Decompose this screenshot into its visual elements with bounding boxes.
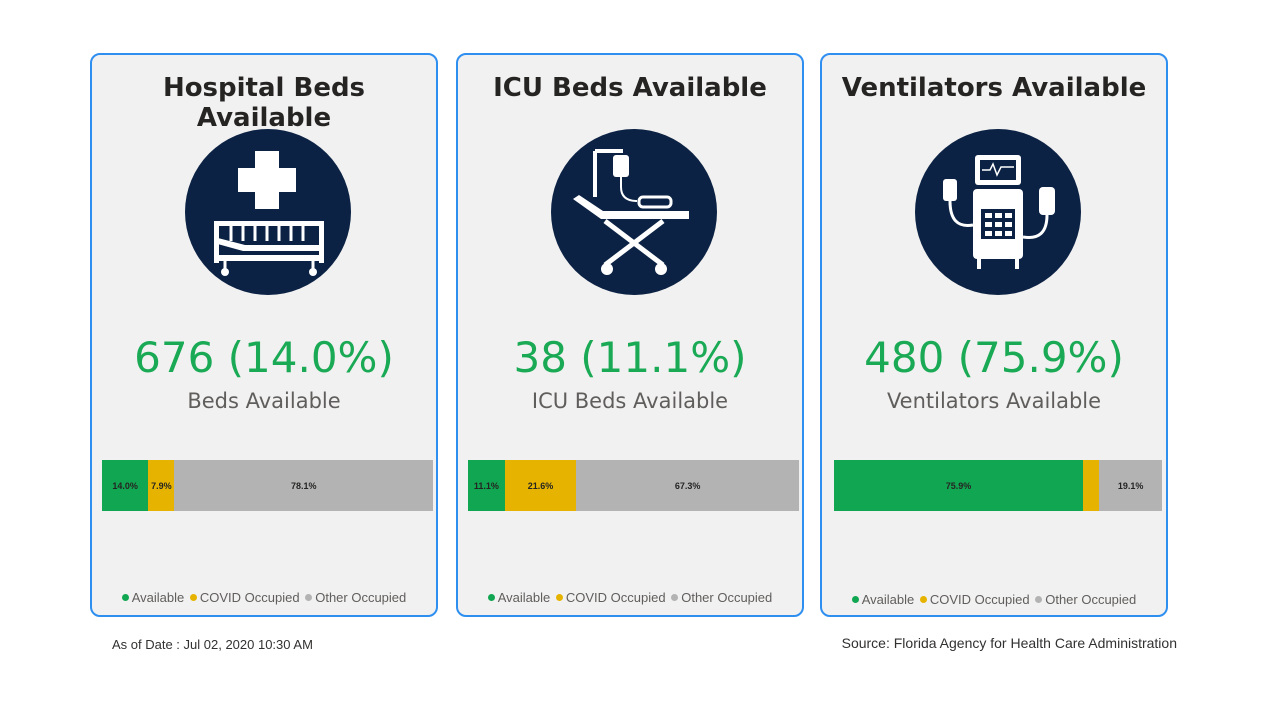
bar-segment-available: 14.0%	[102, 460, 149, 511]
bar-segment-available: 75.9%	[834, 460, 1083, 511]
source-text: Source: Florida Agency for Health Care A…	[841, 635, 1177, 651]
other-dot-icon	[1035, 596, 1043, 604]
card-hospital-beds: Hospital Beds Available 676 (14.0%) Beds	[90, 53, 438, 617]
bar-segment-covid	[1082, 460, 1100, 511]
legend-item-covid: COVID Occupied	[189, 590, 300, 605]
legend-item-covid: COVID Occupied	[555, 590, 666, 605]
other-dot-icon	[305, 594, 313, 602]
ventilators-value: 480 (75.9%)	[864, 333, 1124, 382]
icu-bed-icon	[551, 129, 717, 295]
beds-available-value: 676 (14.0%)	[134, 333, 394, 382]
legend-item-available: Available	[851, 592, 914, 607]
legend-item-other: Other Occupied	[305, 590, 406, 605]
legend: Available COVID Occupied Other Occupied	[458, 590, 802, 605]
legend-item-other: Other Occupied	[671, 590, 772, 605]
legend-item-covid: COVID Occupied	[919, 592, 1030, 607]
bar-segment-other: 19.1%	[1099, 460, 1162, 511]
availability-bar: 75.9% 19.1%	[834, 460, 1162, 511]
availability-bar: 11.1% 21.6% 67.3%	[468, 460, 799, 511]
available-dot-icon	[487, 594, 495, 602]
available-dot-icon	[121, 594, 129, 602]
bar-segment-available: 11.1%	[468, 460, 505, 511]
ventilator-icon	[915, 129, 1081, 295]
ventilators-label: Ventilators Available	[886, 389, 1102, 413]
legend: Available COVID Occupied Other Occupied	[92, 590, 436, 605]
bar-segment-covid: 7.9%	[148, 460, 175, 511]
card-ventilators: Ventilators Available	[820, 53, 1168, 617]
legend-item-available: Available	[487, 590, 550, 605]
available-dot-icon	[851, 596, 859, 604]
legend-item-available: Available	[121, 590, 184, 605]
legend-item-other: Other Occupied	[1035, 592, 1136, 607]
covid-dot-icon	[555, 594, 563, 602]
card-icu-beds: ICU Beds Available 38 (11.1%) ICU Beds A…	[456, 53, 804, 617]
covid-dot-icon	[919, 596, 927, 604]
card-title: Hospital Beds Available	[162, 73, 366, 133]
bar-segment-other: 67.3%	[576, 460, 799, 511]
availability-bar: 14.0% 7.9% 78.1%	[102, 460, 433, 511]
covid-dot-icon	[189, 594, 197, 602]
other-dot-icon	[671, 594, 679, 602]
hospital-bed-icon	[185, 129, 351, 295]
bar-segment-other: 78.1%	[174, 460, 433, 511]
bar-segment-covid: 21.6%	[504, 460, 577, 511]
icu-beds-label: ICU Beds Available	[531, 389, 729, 413]
beds-available-label: Beds Available	[187, 389, 341, 413]
card-title: ICU Beds Available	[493, 73, 767, 103]
legend: Available COVID Occupied Other Occupied	[822, 592, 1166, 607]
card-title: Ventilators Available	[841, 73, 1147, 103]
icu-beds-value: 38 (11.1%)	[513, 333, 747, 382]
as-of-date: As of Date : Jul 02, 2020 10:30 AM	[112, 637, 313, 652]
